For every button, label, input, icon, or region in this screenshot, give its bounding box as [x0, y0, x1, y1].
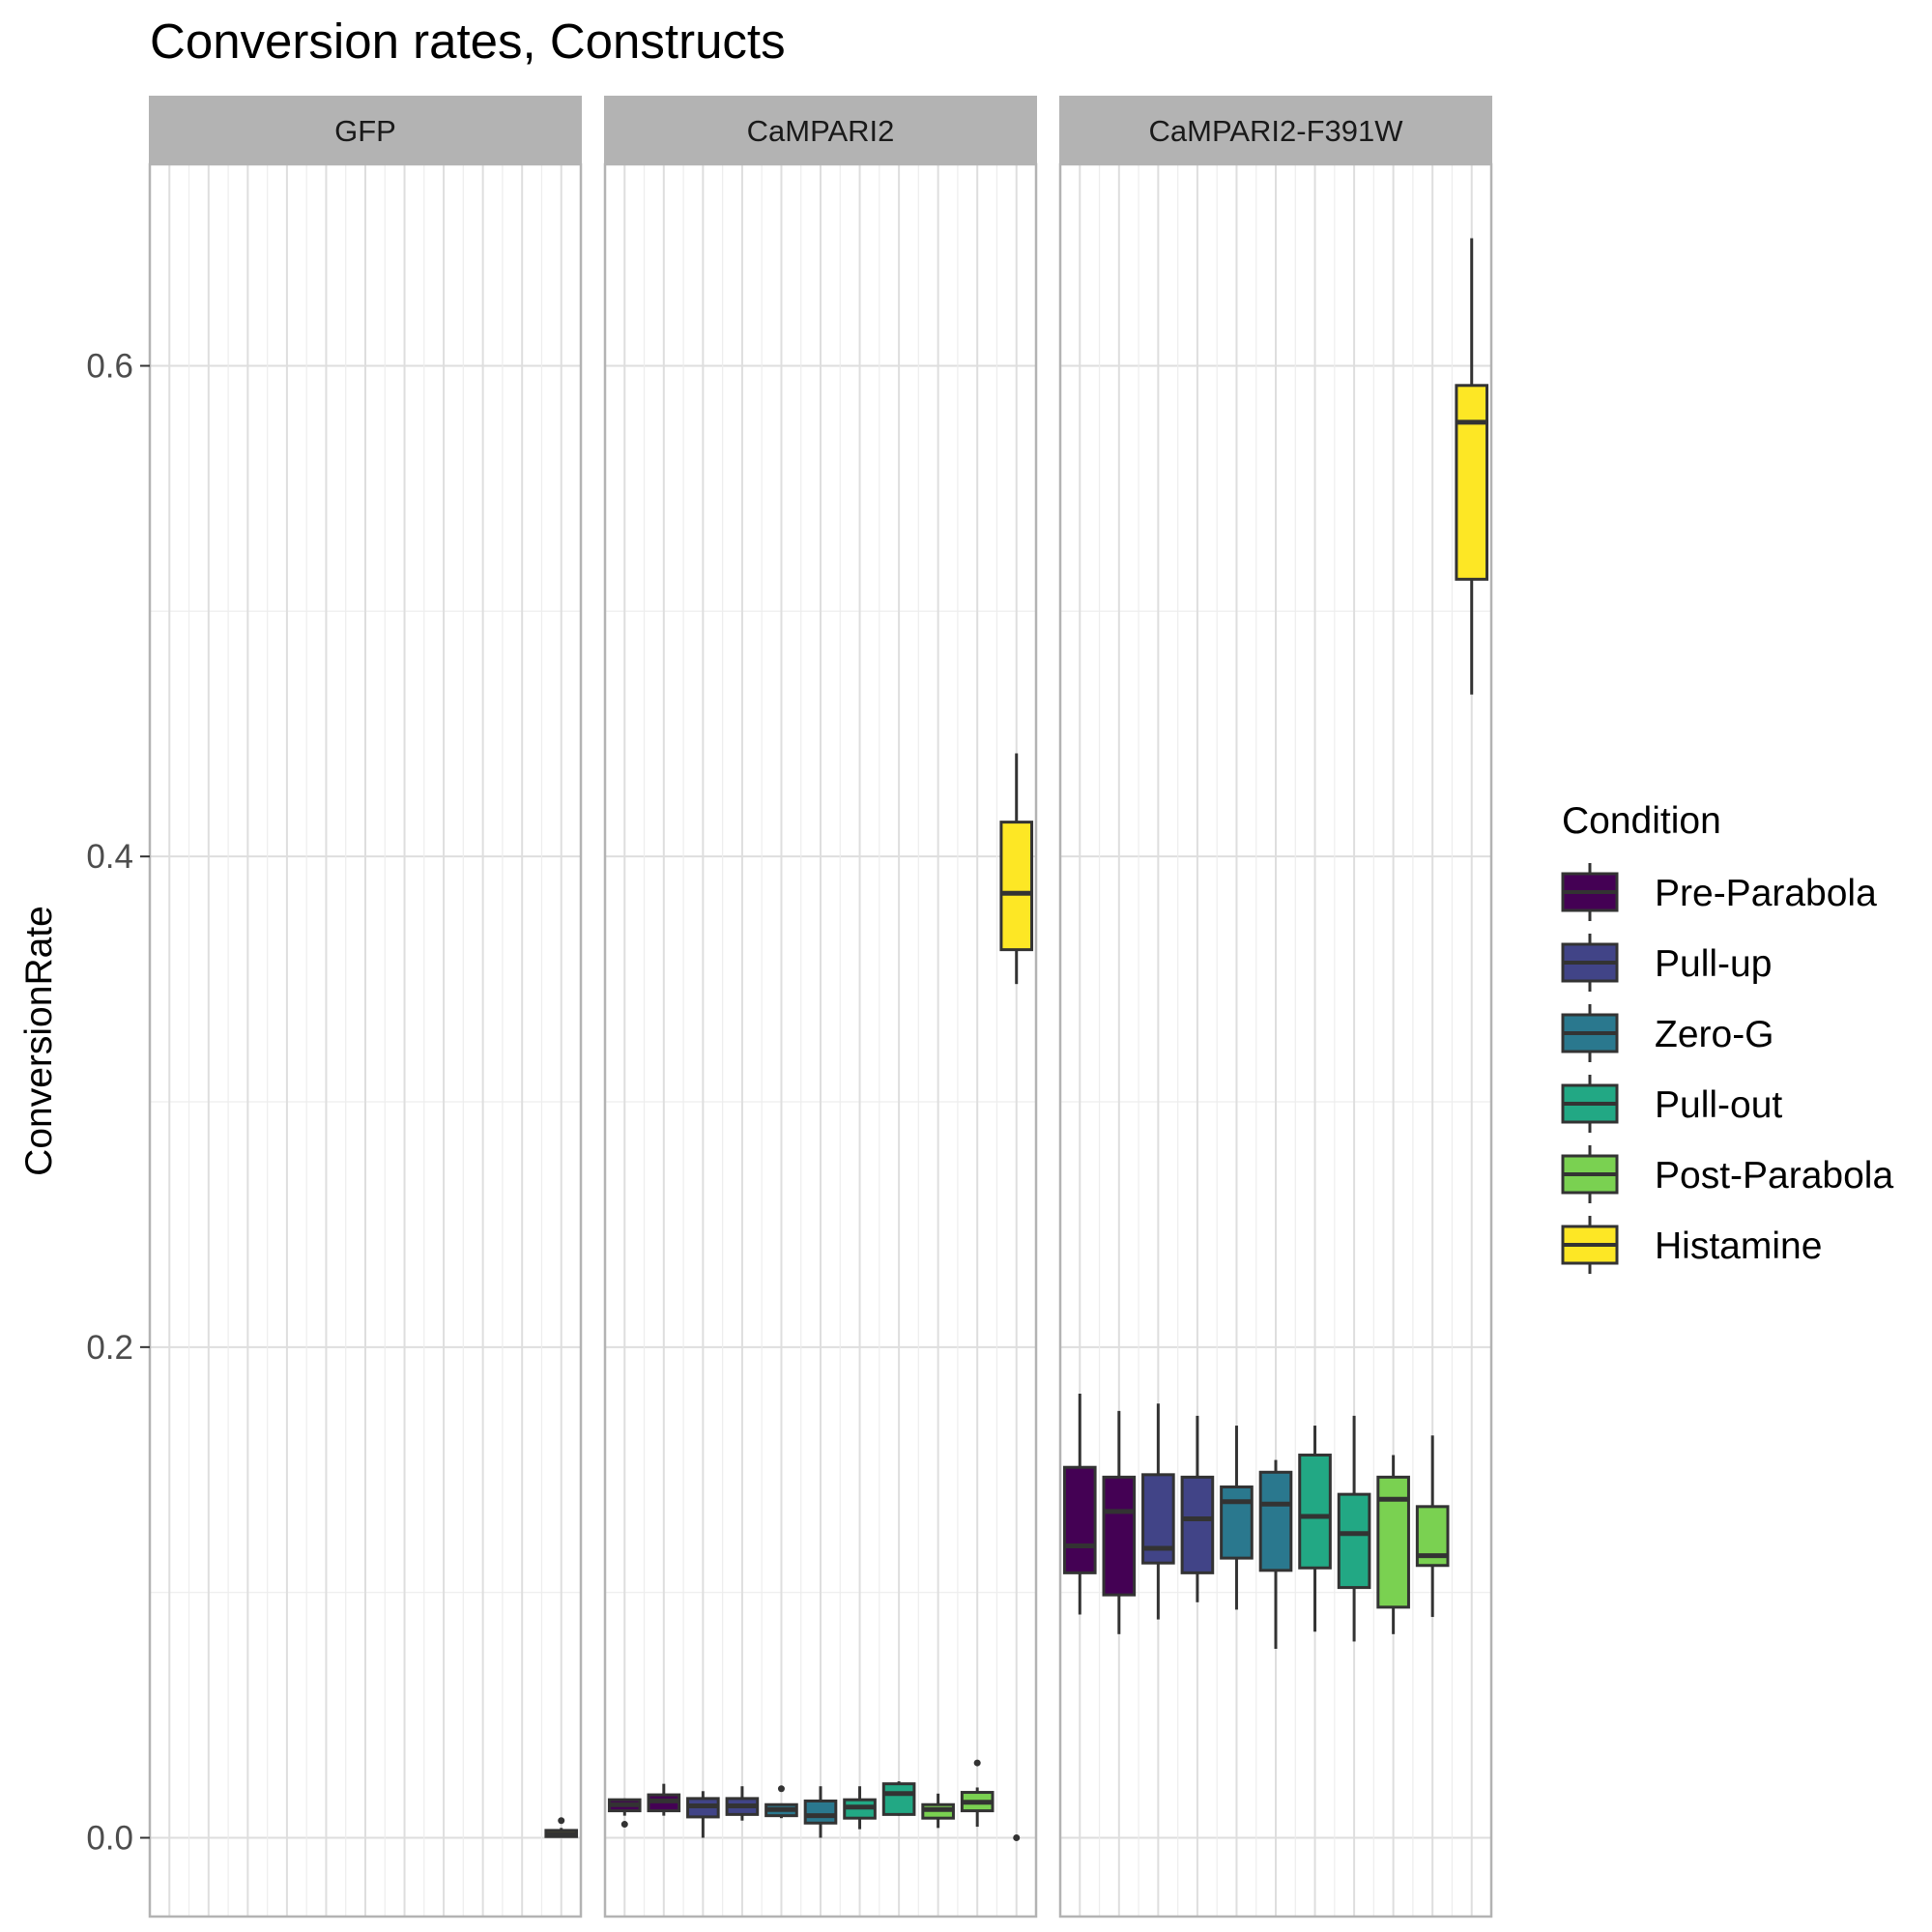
- legend-entries: Pre-Parabola Pull-up Zero-G Pull-out Post-Pa…: [1561, 863, 1893, 1274]
- legend-label: Pull-up: [1655, 943, 1772, 985]
- box-pull-up: [1180, 1415, 1215, 1602]
- legend-label: Pull-out: [1655, 1084, 1782, 1126]
- y-tick-label: 0.4: [86, 838, 133, 876]
- box-body: [1180, 1475, 1215, 1574]
- box-histamine: [1455, 238, 1489, 695]
- facet-strip: [604, 96, 1037, 165]
- facet-panel: GFP: [148, 96, 583, 1918]
- legend-label: Zero-G: [1655, 1014, 1774, 1055]
- outlier-point: [620, 1821, 628, 1829]
- legend-item: Pull-up: [1561, 934, 1772, 992]
- box-post-parabola: [1376, 1455, 1410, 1634]
- legend-title: Condition: [1562, 800, 1721, 842]
- facet-strip: [1059, 96, 1492, 165]
- legend-item: Zero-G: [1561, 1004, 1774, 1062]
- box-pre-parabola: [1062, 1394, 1097, 1615]
- y-tick-label: 0.2: [86, 1329, 133, 1367]
- y-tick-label: 0.6: [86, 348, 133, 386]
- box-body: [1062, 1465, 1097, 1574]
- legend-item: Histamine: [1561, 1216, 1822, 1274]
- box-post-parabola: [1415, 1435, 1450, 1618]
- facets-group: GFP CaMPARI2 CaMPARI2-F391W: [148, 96, 1493, 1918]
- box-pull-up: [725, 1786, 760, 1821]
- legend: Condition Pre-Parabola Pull-up Zero-G Pull-…: [1561, 800, 1893, 1274]
- box-pull-out: [881, 1781, 916, 1816]
- box-pre-parabola: [1102, 1410, 1137, 1634]
- outlier-point: [777, 1785, 785, 1793]
- box-body: [803, 1799, 838, 1825]
- box-zero-g: [1258, 1459, 1293, 1650]
- box-body: [1258, 1470, 1293, 1572]
- facet-label: GFP: [334, 114, 396, 148]
- box-pull-out: [1298, 1426, 1332, 1632]
- y-axis-ticks: 0.0 0.2 0.4 0.6: [86, 348, 150, 1858]
- box-pre-parabola: [647, 1783, 681, 1816]
- y-axis-title: ConversionRate: [18, 906, 60, 1176]
- box-zero-g: [1220, 1426, 1254, 1610]
- outlier-point: [1013, 1834, 1021, 1841]
- chart-title: Conversion rates, Constructs: [150, 14, 786, 69]
- box-pull-up: [1141, 1403, 1175, 1620]
- box-body: [1455, 384, 1489, 581]
- legend-item: Post-Parabola: [1561, 1145, 1893, 1203]
- y-tick-label: 0.0: [86, 1820, 133, 1858]
- legend-label: Histamine: [1655, 1226, 1822, 1267]
- box-pre-parabola: [607, 1798, 642, 1829]
- facet-label: CaMPARI2-F391W: [1149, 114, 1404, 148]
- facet-panel: CaMPARI2-F391W: [1058, 96, 1493, 1918]
- box-body: [881, 1782, 916, 1816]
- box-zero-g: [803, 1786, 838, 1838]
- box-histamine: [544, 1817, 579, 1838]
- box-body: [1376, 1475, 1410, 1609]
- facet-strip: [149, 96, 582, 165]
- facet-panel: CaMPARI2: [603, 96, 1038, 1918]
- box-body: [1102, 1475, 1137, 1597]
- box-body: [999, 821, 1034, 952]
- legend-item: Pull-out: [1561, 1075, 1782, 1133]
- legend-label: Pre-Parabola: [1655, 873, 1877, 914]
- box-histamine: [999, 753, 1034, 1841]
- legend-label: Post-Parabola: [1655, 1155, 1893, 1197]
- outlier-point: [558, 1817, 565, 1825]
- box-post-parabola: [921, 1793, 955, 1829]
- box-body: [1298, 1454, 1332, 1570]
- box-body: [1220, 1485, 1254, 1560]
- outlier-point: [973, 1759, 981, 1767]
- box-pull-out: [1337, 1415, 1371, 1642]
- box-pull-out: [843, 1786, 877, 1830]
- box-post-parabola: [960, 1759, 995, 1828]
- legend-item: Pre-Parabola: [1561, 863, 1877, 921]
- box-zero-g: [764, 1785, 798, 1819]
- box-pull-up: [686, 1791, 720, 1838]
- box-body: [1337, 1492, 1371, 1590]
- facet-label: CaMPARI2: [747, 114, 895, 148]
